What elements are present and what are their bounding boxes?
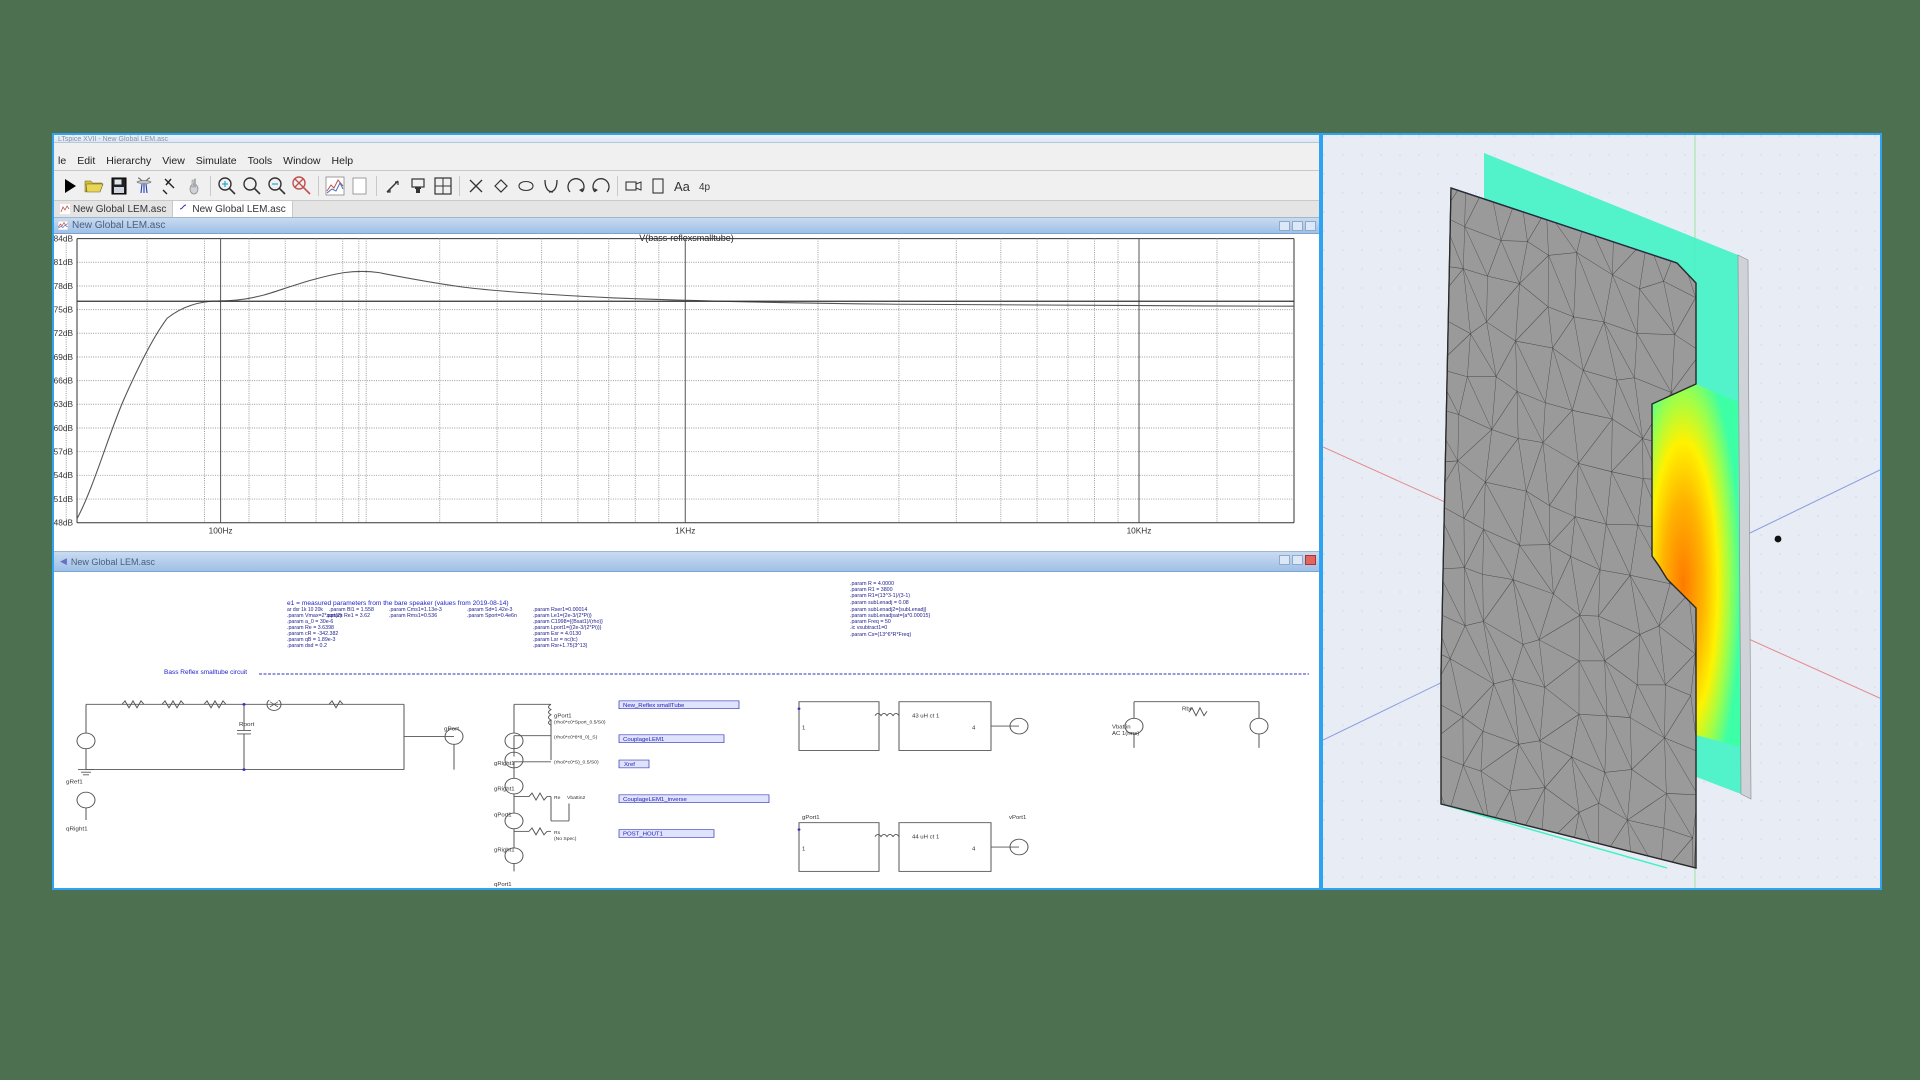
svg-text:4: 4	[972, 726, 975, 732]
svg-text:66dB: 66dB	[54, 377, 74, 386]
svg-text:78dB: 78dB	[54, 282, 74, 291]
svg-text:AC 1(rms): AC 1(rms)	[1112, 731, 1139, 737]
svg-text:Rport: Rport	[239, 722, 255, 728]
svg-text:CouplageLEM1: CouplageLEM1	[623, 737, 664, 743]
svg-text:4: 4	[972, 847, 975, 853]
svg-text:4p: 4p	[699, 182, 711, 193]
svg-text:Rbr: Rbr	[1182, 707, 1192, 713]
svg-text:New_Reflex smallTube: New_Reflex smallTube	[623, 703, 684, 709]
svg-text:1KHz: 1KHz	[675, 527, 695, 536]
svg-text:Aa: Aa	[674, 179, 691, 194]
svg-text:81dB: 81dB	[54, 258, 74, 267]
svg-text:43 uH ct 1: 43 uH ct 1	[912, 714, 939, 720]
svg-text:vPort1: vPort1	[1009, 815, 1026, 821]
svg-text:72dB: 72dB	[54, 329, 74, 338]
svg-text:qPort1: qPort1	[494, 882, 512, 888]
svg-text:Vbattin2: Vbattin2	[567, 795, 586, 800]
svg-text:Vbattin: Vbattin	[1112, 725, 1131, 731]
svg-text:gRight1: gRight1	[494, 762, 515, 768]
svg-text:qPort1: qPort1	[494, 813, 512, 819]
svg-text:(rho0*c0*Sport_0.5/S0): (rho0*c0*Sport_0.5/S0)	[554, 720, 606, 725]
svg-text:gPort1: gPort1	[802, 815, 820, 821]
svg-text:(rho0*c0*8*8_0)_S): (rho0*c0*8*8_0)_S)	[554, 735, 598, 740]
svg-text:gPort: gPort	[444, 727, 459, 733]
svg-text:(No Spec): (No Spec)	[554, 836, 577, 841]
svg-text:63dB: 63dB	[54, 400, 74, 409]
svg-text:gRight1: gRight1	[494, 787, 515, 793]
svg-text:51dB: 51dB	[54, 495, 74, 504]
svg-text:69dB: 69dB	[54, 353, 74, 362]
svg-text:Re: Re	[554, 795, 561, 800]
svg-text:48dB: 48dB	[54, 519, 74, 528]
svg-text:1: 1	[802, 726, 805, 732]
svg-text:100Hz: 100Hz	[209, 527, 233, 536]
svg-text:60dB: 60dB	[54, 424, 74, 433]
svg-text:1: 1	[802, 847, 805, 853]
svg-text:84dB: 84dB	[54, 235, 74, 244]
svg-text:44 uH ct 1: 44 uH ct 1	[912, 835, 939, 841]
svg-text:CouplageLEM1_inverse: CouplageLEM1_inverse	[623, 797, 687, 803]
svg-text:gPort1: gPort1	[554, 714, 572, 720]
svg-text:57dB: 57dB	[54, 448, 74, 457]
svg-text:75dB: 75dB	[54, 306, 74, 315]
svg-text:10KHz: 10KHz	[1127, 527, 1152, 536]
svg-text:gRef1: gRef1	[66, 780, 83, 786]
svg-text:54dB: 54dB	[54, 471, 74, 480]
svg-text:Xref: Xref	[624, 762, 635, 768]
svg-text:POST_HOUT1: POST_HOUT1	[623, 832, 663, 838]
svg-text:qRight1: qRight1	[66, 827, 88, 833]
svg-text:(rho0*c0*S)_0.5/S0): (rho0*c0*S)_0.5/S0)	[554, 760, 599, 765]
svg-text:Rs: Rs	[554, 830, 561, 835]
